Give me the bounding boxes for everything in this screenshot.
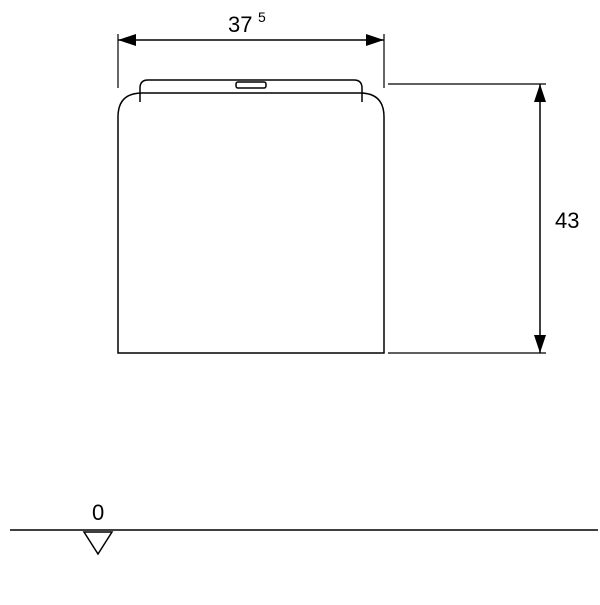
drawing-svg: 37 5 43 0	[0, 0, 600, 600]
datum-value: 0	[92, 500, 104, 525]
height-value: 43	[555, 208, 579, 233]
drawing-stage: 37 5 43 0	[0, 0, 600, 600]
width-arrow-right	[366, 34, 384, 46]
height-arrow-top	[534, 84, 546, 102]
flush-button	[236, 82, 266, 88]
tank-body-outline	[118, 93, 384, 353]
width-value: 37	[228, 12, 252, 37]
datum-triangle-icon	[84, 532, 112, 554]
width-tolerance-sup: 5	[258, 9, 266, 25]
tank-lid-outline	[140, 80, 362, 102]
width-arrow-left	[118, 34, 136, 46]
height-arrow-bottom	[534, 335, 546, 353]
